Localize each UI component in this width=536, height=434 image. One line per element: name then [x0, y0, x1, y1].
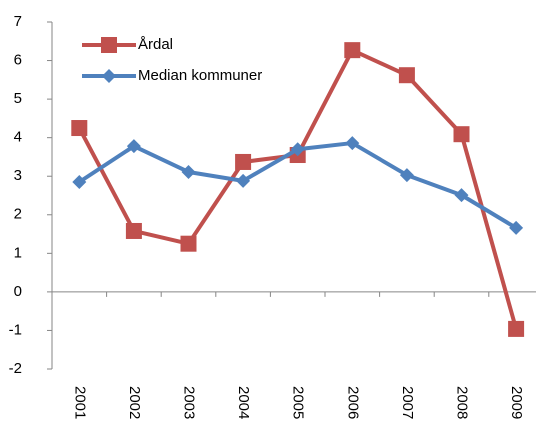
y-tick-label: 5: [14, 90, 22, 107]
marker: [126, 139, 141, 154]
legend-label: Median kommuner: [138, 67, 262, 84]
x-tick-label: 2007: [399, 386, 416, 419]
x-tick-label: 2006: [344, 386, 361, 419]
x-tick-label: 2001: [71, 386, 88, 419]
marker: [344, 42, 361, 59]
marker: [181, 164, 196, 179]
marker: [125, 222, 142, 239]
y-tick-label: 6: [14, 52, 22, 69]
marker: [398, 67, 415, 84]
marker: [72, 175, 87, 190]
x-tick-label: 2009: [508, 386, 525, 419]
y-tick-label: 4: [14, 129, 22, 146]
marker: [345, 136, 360, 151]
y-tick-label: -2: [9, 360, 22, 377]
marker: [71, 120, 88, 137]
x-tick-label: 2008: [454, 386, 471, 419]
legend-label: Årdal: [138, 36, 173, 53]
y-tick-label: 0: [14, 283, 22, 300]
marker: [101, 37, 117, 53]
x-tick-label: 2003: [181, 386, 198, 419]
marker: [453, 126, 470, 143]
y-tick-label: 2: [14, 206, 22, 223]
marker: [102, 69, 116, 83]
marker: [236, 173, 251, 188]
marker: [399, 168, 414, 183]
x-tick-label: 2005: [290, 386, 307, 419]
y-tick-label: -1: [9, 321, 22, 338]
marker: [180, 235, 197, 252]
x-tick-label: 2002: [126, 386, 143, 419]
marker: [454, 188, 469, 203]
y-tick-label: 7: [14, 13, 22, 30]
x-tick-label: 2004: [235, 386, 252, 419]
marker: [509, 220, 524, 235]
y-tick-label: 3: [14, 167, 22, 184]
marker: [235, 153, 252, 170]
marker: [290, 142, 305, 157]
marker: [508, 320, 525, 337]
y-tick-label: 1: [14, 244, 22, 261]
